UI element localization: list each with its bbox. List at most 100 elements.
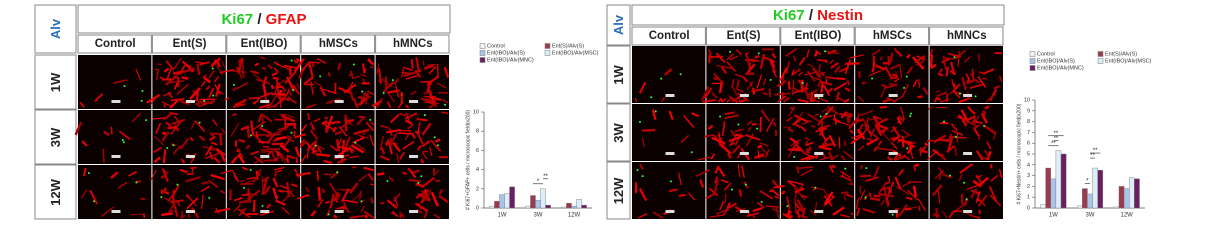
- fiber: [190, 207, 200, 219]
- fiber: [94, 93, 104, 102]
- scale-bar: [665, 210, 675, 213]
- fiber: [272, 187, 278, 200]
- fiber: [934, 169, 944, 179]
- fiber: [161, 212, 174, 217]
- fiber: [935, 207, 939, 219]
- fiber: [936, 90, 941, 93]
- fiber: [316, 146, 322, 154]
- nucleus: [865, 167, 868, 170]
- nucleus: [756, 127, 759, 130]
- fiber: [252, 168, 262, 183]
- fiber: [952, 89, 961, 99]
- y-tick-label: 1: [1027, 195, 1030, 201]
- fiber: [977, 75, 987, 88]
- scale-bar: [185, 100, 195, 103]
- fiber: [427, 63, 437, 66]
- y-tick-label: 8: [476, 129, 479, 135]
- micrograph: [146, 55, 226, 109]
- fiber: [802, 119, 812, 125]
- fiber: [429, 139, 442, 152]
- row-label-box: [34, 164, 77, 220]
- panel: Alv Ki67 / GFAP Control Ent(S) Ent(IBO) hMSCs…: [34, 4, 451, 220]
- fiber: [800, 168, 813, 177]
- micrograph: [293, 55, 375, 109]
- fiber: [966, 80, 975, 85]
- nucleus: [314, 144, 317, 147]
- nucleus: [211, 67, 214, 70]
- fiber: [932, 149, 939, 155]
- fiber: [391, 132, 398, 142]
- fiber: [393, 193, 401, 203]
- bar: [1092, 167, 1098, 209]
- nucleus: [261, 125, 264, 128]
- fiber: [232, 112, 237, 117]
- fiber: [993, 85, 1000, 90]
- nucleus: [963, 181, 966, 184]
- row-label: 12W: [48, 178, 63, 205]
- fiber: [172, 144, 182, 155]
- fiber: [839, 112, 852, 118]
- fiber: [986, 141, 992, 150]
- fiber: [719, 200, 724, 211]
- fiber: [286, 135, 293, 139]
- fiber: [275, 77, 280, 94]
- fiber: [747, 126, 752, 132]
- fiber: [856, 128, 866, 140]
- column-header-box: [854, 26, 930, 46]
- fiber: [221, 60, 225, 69]
- fiber: [715, 208, 729, 215]
- micrograph: [632, 104, 706, 161]
- y-tick-label: 6: [476, 148, 479, 154]
- fiber: [177, 201, 181, 207]
- corner-box: [34, 4, 77, 54]
- fiber: [820, 83, 824, 94]
- fiber: [713, 180, 720, 192]
- fiber: [859, 109, 874, 117]
- fiber: [200, 80, 206, 88]
- title-box: [77, 4, 451, 34]
- fiber: [390, 212, 397, 216]
- fiber: [278, 153, 284, 162]
- fiber: [196, 63, 201, 76]
- row-label-box: [606, 45, 631, 104]
- scale-bar: [814, 152, 824, 155]
- fiber: [903, 154, 910, 161]
- nucleus: [172, 144, 175, 147]
- fiber: [754, 54, 760, 59]
- fiber: [82, 167, 87, 177]
- fiber: [130, 213, 145, 216]
- fiber: [387, 92, 395, 103]
- fiber: [380, 124, 389, 129]
- nucleus: [203, 99, 206, 102]
- fiber: [848, 116, 860, 130]
- fiber: [893, 78, 900, 83]
- fiber: [745, 134, 761, 141]
- fiber: [873, 116, 882, 120]
- fiber: [961, 77, 967, 91]
- fiber: [772, 208, 779, 212]
- nucleus: [121, 139, 124, 142]
- fiber: [198, 135, 206, 142]
- fiber: [321, 119, 328, 126]
- fiber: [416, 145, 422, 151]
- bar: [1129, 177, 1135, 209]
- column-header: Ent(S): [173, 38, 207, 50]
- scale-bar: [260, 155, 270, 158]
- nucleus: [965, 198, 968, 201]
- fiber: [828, 135, 837, 147]
- fiber: [420, 195, 428, 202]
- fiber: [763, 56, 776, 63]
- fiber: [238, 199, 252, 204]
- fiber: [377, 172, 385, 176]
- fiber: [317, 186, 322, 201]
- fiber: [745, 133, 754, 147]
- fiber: [832, 206, 845, 216]
- fiber: [942, 173, 953, 179]
- fiber: [102, 148, 105, 164]
- nucleus: [87, 171, 90, 174]
- fiber: [271, 71, 278, 77]
- fiber: [875, 64, 886, 71]
- fiber: [380, 202, 385, 205]
- fiber: [970, 188, 978, 199]
- fiber: [824, 50, 840, 55]
